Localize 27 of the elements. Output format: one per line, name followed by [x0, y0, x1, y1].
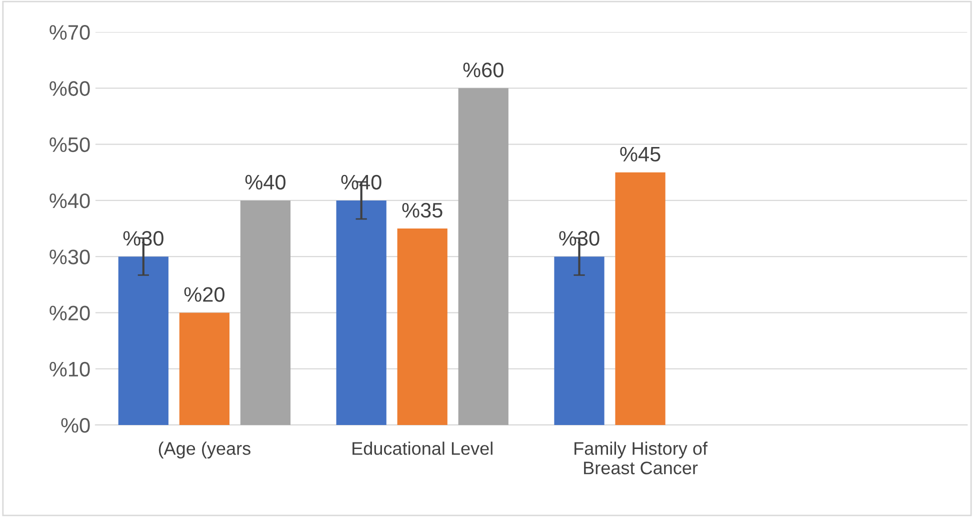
- y-tick-label: %30: [50, 250, 90, 264]
- y-tick-label: %70: [50, 25, 90, 40]
- y-tick-label: %60: [50, 81, 90, 96]
- data-label: %45: [620, 146, 660, 162]
- bar: [397, 228, 448, 425]
- bar: [615, 172, 666, 425]
- bar: [458, 88, 508, 425]
- y-tick-label: %40: [50, 193, 90, 208]
- data-label: %20: [184, 287, 224, 302]
- y-tick-label: %50: [50, 137, 90, 152]
- x-tick-label: Family History of Breast Cancer: [574, 442, 708, 474]
- data-label: %60: [463, 62, 504, 78]
- data-label: %30: [559, 230, 600, 246]
- data-label: %35: [402, 202, 442, 218]
- bar: [336, 200, 386, 425]
- bar: [240, 200, 290, 425]
- data-label: %40: [341, 174, 382, 190]
- bar: [118, 256, 168, 425]
- y-tick-label: %0: [61, 418, 90, 433]
- x-tick-label: Educational Level: [352, 442, 492, 455]
- x-tick-label: (Age (years: [158, 442, 250, 458]
- data-label: %30: [123, 230, 164, 246]
- y-tick-label: %20: [50, 306, 90, 320]
- bar: [179, 312, 230, 425]
- y-tick-label: %10: [50, 362, 90, 377]
- data-label: %40: [245, 174, 286, 190]
- bar: [554, 256, 604, 425]
